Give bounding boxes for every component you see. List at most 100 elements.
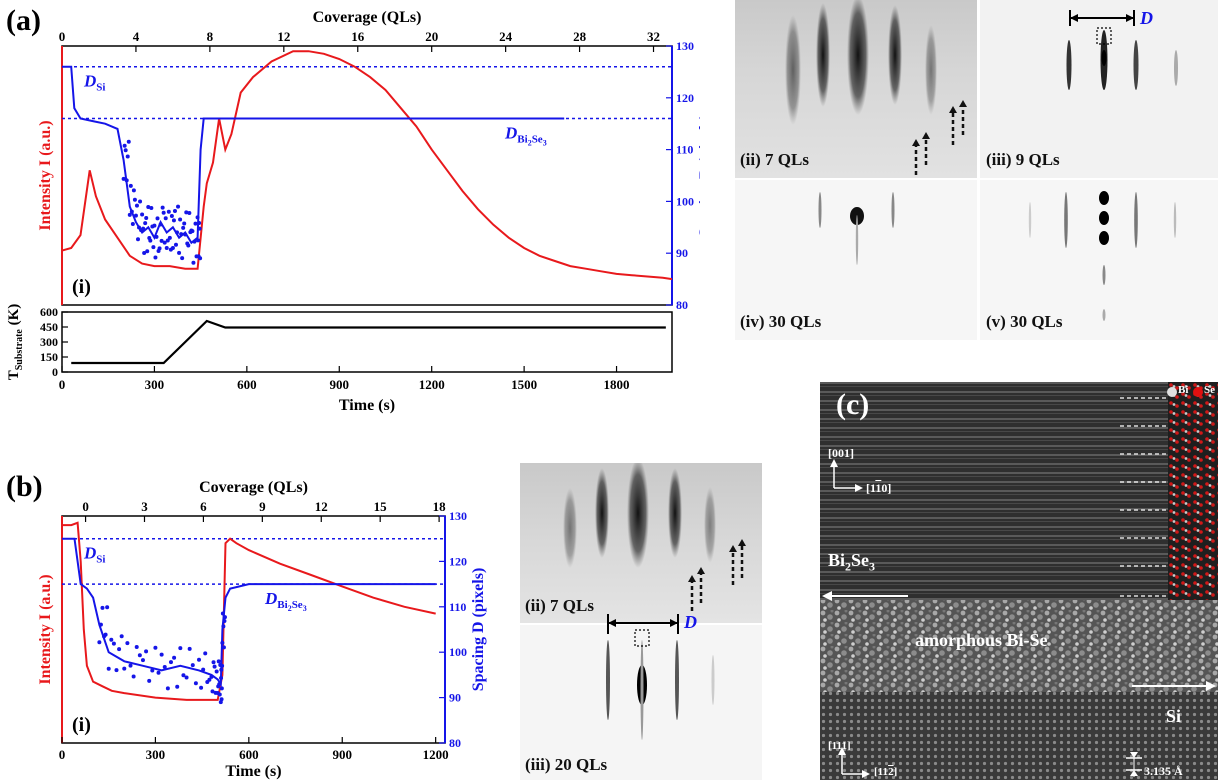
right-tick-label: 130 <box>676 39 694 53</box>
spacing-point <box>193 221 198 226</box>
spacing-point <box>159 652 164 657</box>
right-tick-label: 110 <box>676 143 693 157</box>
right-axis-label: Spacing D (pixels) <box>470 568 487 692</box>
spacing-point <box>184 210 189 215</box>
rheed-b-ii-caption: (ii) 7 QLs <box>525 596 594 615</box>
spacing-point <box>190 663 195 668</box>
spacing-point <box>191 260 196 265</box>
x-tick-label: 300 <box>146 747 166 762</box>
tem-dir-112-b: 2 <box>888 766 894 778</box>
spacing-point <box>134 645 139 650</box>
top-tick-label: 20 <box>425 29 438 44</box>
right-tick-label: 80 <box>676 298 688 312</box>
spacing-point <box>106 666 111 671</box>
spacing-point <box>172 209 177 214</box>
spacing-point <box>187 211 192 216</box>
panel-tag-i: (i) <box>72 276 91 298</box>
rheed-b-d-bar <box>607 614 679 634</box>
x-tick-label: 900 <box>332 747 352 762</box>
spacing-point <box>123 148 128 153</box>
spacing-point <box>180 256 185 261</box>
legend-bi-label: Bi <box>1178 384 1189 396</box>
spacing-point <box>141 226 146 231</box>
right-tick-label: 90 <box>676 246 688 260</box>
top-tick-label: 15 <box>374 499 388 514</box>
annotation-d-si: DSi <box>83 544 105 566</box>
rheed-a-iii-d-label: D <box>1140 8 1153 28</box>
rheed-a-ii <box>735 0 977 178</box>
spacing-point <box>119 634 124 639</box>
right-axis-label: Spacing D (pixels) <box>697 114 700 238</box>
temp-y-tick-label: 0 <box>52 365 58 379</box>
top-axis-label: Coverage (QLs) <box>313 9 422 26</box>
spacing-point <box>153 645 158 650</box>
spacing-point <box>179 232 184 237</box>
spacing-point <box>193 681 198 686</box>
spacing-point <box>192 239 197 244</box>
right-tick-label: 100 <box>676 194 694 208</box>
spacing-point <box>128 663 133 668</box>
chart-b-main: 0 3 6 9 12 15 18 Coverage (QLs) 80 90 100 110 120 130… <box>37 479 487 780</box>
spacing-point <box>144 649 149 654</box>
series-intensity-line <box>62 521 436 701</box>
top-tick-label: 9 <box>259 499 266 514</box>
rheed-b-iii <box>520 625 762 780</box>
temp-y-tick-label: 600 <box>40 305 58 319</box>
right-tick-label: 130 <box>449 509 467 523</box>
annotation-d-si: DSi <box>83 72 105 94</box>
spacing-point <box>195 215 200 220</box>
tem-dir-112: [112] <box>874 766 897 778</box>
rheed-a-v <box>980 180 1218 340</box>
top-axis-label: Coverage (QLs) <box>199 479 308 496</box>
tem-material-sub: 2 <box>845 559 852 574</box>
spacing-point <box>220 611 225 616</box>
spacing-point <box>158 222 163 227</box>
temp-y-tick-label: 300 <box>40 335 58 349</box>
x-tick-label: 1800 <box>604 377 630 392</box>
spacing-point <box>105 605 110 610</box>
spacing-point <box>128 183 133 188</box>
spacing-point <box>122 666 127 671</box>
spacing-point <box>147 678 152 683</box>
spacing-point <box>197 226 202 231</box>
rheed-a-iv-pattern <box>818 192 895 265</box>
tem-dir-1-10-b: 1 <box>875 481 882 495</box>
spacing-point <box>216 659 221 664</box>
chart-a-main: 0 4 8 12 16 20 24 28 32 Coverage (QLs) 80 90 100 110 1… <box>6 9 700 414</box>
tem-dir-111: [111] <box>828 740 851 752</box>
rheed-b-iii-caption: (iii) 20 QLs <box>525 755 608 774</box>
legend-se-label: Se <box>1204 384 1215 396</box>
spacing-point <box>126 139 131 144</box>
spacing-point <box>155 216 160 221</box>
spacing-point <box>134 203 139 208</box>
spacing-point <box>162 664 167 669</box>
top-tick-label: 6 <box>200 499 207 514</box>
top-tick-label: 3 <box>141 499 148 514</box>
spacing-point <box>142 250 147 255</box>
spacing-point <box>140 212 145 217</box>
spacing-point <box>203 651 208 656</box>
spacing-point <box>161 210 166 215</box>
panel-label-b: (b) <box>6 470 43 503</box>
spacing-point <box>145 249 150 254</box>
spacing-point <box>217 682 222 687</box>
spacing-point <box>201 667 206 672</box>
spacing-point <box>199 685 204 690</box>
spacing-point <box>143 221 148 226</box>
spacing-point <box>149 205 154 210</box>
spacing-point <box>132 197 137 202</box>
spacing-point <box>130 221 135 226</box>
plot-frame <box>61 515 446 744</box>
rheed-a-ii-caption: (ii) 7 QLs <box>740 150 809 169</box>
spacing-point <box>165 686 170 691</box>
tem-texture <box>820 382 1218 780</box>
x-axis-label: Time (s) <box>339 397 395 414</box>
right-tick-label: 100 <box>449 645 467 659</box>
x-axis-label: Time (s) <box>225 763 281 780</box>
spacing-point <box>190 229 195 234</box>
spacing-point <box>177 250 182 255</box>
top-tick-label: 16 <box>351 29 365 44</box>
spacing-point <box>220 640 225 645</box>
x-tick-label: 0 <box>59 747 66 762</box>
spacing-point <box>111 641 116 646</box>
